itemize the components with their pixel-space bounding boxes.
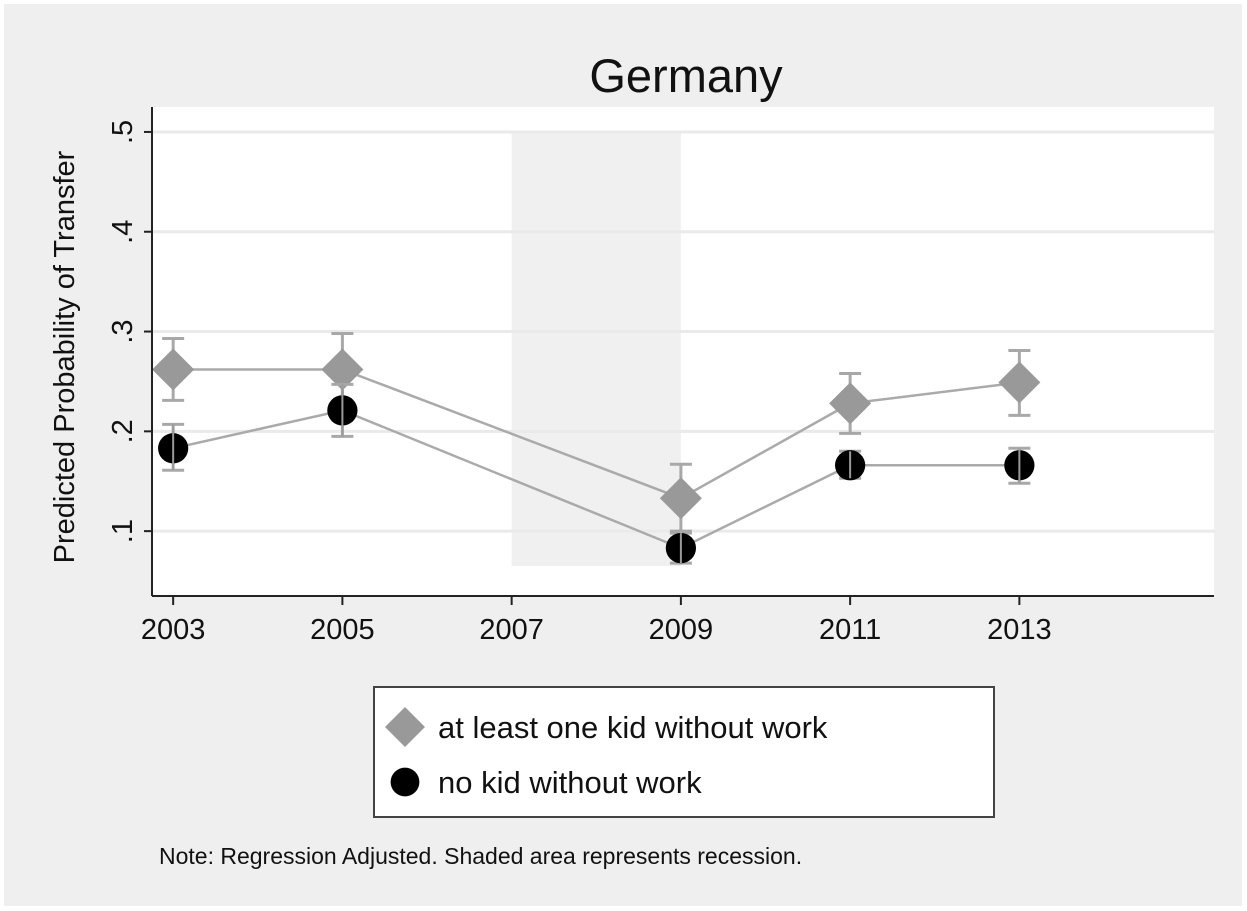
legend-label: no kid without work (438, 765, 702, 800)
chart-canvas: .1 .2 .3 .4 .5 2003 2005 2007 2009 2011 2013 at le… (49, 49, 1214, 869)
recession-shade (511, 131, 681, 567)
legend-label: at least one kid without work (438, 710, 828, 745)
x-tick-label: 2007 (479, 614, 544, 646)
series-no-kid (158, 382, 1035, 565)
x-tick-label: 2009 (649, 614, 714, 646)
x-tick-label: 2011 (819, 614, 881, 646)
chart-title: Germany (589, 49, 783, 102)
x-tick-label: 2005 (310, 614, 375, 646)
data-point (829, 382, 872, 425)
y-tick-label: .2 (107, 419, 139, 443)
series-at-least-one-kid (152, 332, 1041, 533)
x-tick-label: 2003 (141, 614, 206, 646)
data-point (321, 348, 364, 391)
legend-box (373, 686, 995, 818)
y-tick-label: .3 (107, 319, 139, 343)
legend-marker-circle-icon (390, 767, 420, 797)
data-point (659, 477, 702, 520)
y-tick-label: .5 (107, 120, 139, 144)
chart-figure: .1 .2 .3 .4 .5 2003 2005 2007 2009 2011 2013 at le… (4, 4, 1242, 906)
plot-area (152, 107, 1214, 596)
legend-marker-diamond-icon (385, 707, 425, 747)
data-point (998, 361, 1041, 404)
y-tick-label: .1 (107, 519, 139, 543)
y-tick-label: .4 (107, 220, 139, 244)
data-point (152, 348, 195, 391)
x-tick-label: 2013 (987, 614, 1052, 646)
y-axis-title: Predicted Probability of Transfer (49, 150, 81, 563)
chart-note: Note: Regression Adjusted. Shaded area r… (159, 843, 802, 869)
